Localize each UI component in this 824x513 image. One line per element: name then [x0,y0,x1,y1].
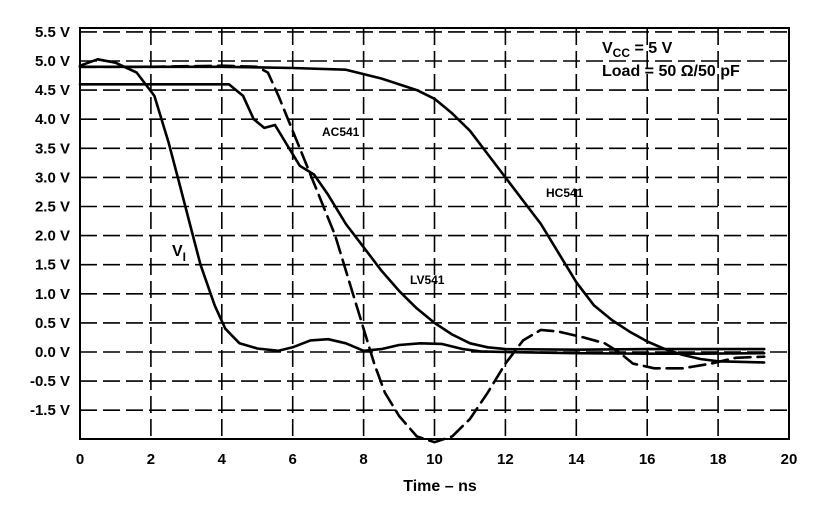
vcc-annotation: VCC = 5 V [602,40,673,60]
series-label-lv541: LV541 [410,273,445,287]
y-tick-label: 3.5 V [35,140,70,157]
x-tick-label: 4 [218,451,227,468]
y-tick-label: 4.5 V [35,82,70,99]
curves [78,58,766,444]
x-tick-label: 16 [639,451,656,468]
y-tick-label: 0.5 V [35,315,70,332]
x-tick-label: 8 [359,451,367,468]
grid-lines [80,28,789,439]
series-label-vi: VI [172,243,186,264]
curve-labels: VI AC541 HC541 LV541 [172,125,584,287]
x-tick-label: 10 [426,451,443,468]
x-tick-label: 6 [289,451,297,468]
x-tick-label: 20 [781,451,798,468]
series-line-hc541 [78,65,766,364]
x-tick-label: 2 [147,451,155,468]
y-tick-label: 2.5 V [35,199,70,216]
y-tick-label: 0.0 V [35,344,70,361]
series-label-hc541: HC541 [546,186,584,200]
series-label-ac541: AC541 [322,125,360,139]
x-axis-label: Time – ns [403,478,477,495]
x-tick-label: 0 [76,451,84,468]
x-tick-label: 12 [497,451,514,468]
series-line-lv541 [78,83,766,351]
y-tick-label: 1.0 V [35,286,70,303]
y-tick-labels: 5.5 V 5.0 V 4.5 V 4.0 V 3.5 V 3.0 V 2.5 V 2.0 V… [30,24,70,419]
y-tick-label: -1.5 V [30,402,70,419]
series-line-v [78,58,766,355]
series-line-ac541 [78,64,766,444]
y-tick-label: 5.5 V [35,24,70,41]
y-tick-label: 5.0 V [35,53,70,70]
x-tick-labels: 0 2 4 6 8 10 12 14 16 18 20 [76,451,798,468]
plot-frame [79,27,790,440]
vcc-subscript: CC [613,46,631,60]
load-annotation: Load = 50 Ω/50 pF [602,63,740,80]
y-tick-label: 4.0 V [35,111,70,128]
y-tick-label: 1.5 V [35,257,70,274]
y-tick-label: 2.0 V [35,228,70,245]
x-tick-label: 14 [568,451,585,468]
y-tick-label: -0.5 V [30,373,70,390]
y-tick-label: 3.0 V [35,169,70,186]
x-tick-label: 18 [710,451,727,468]
